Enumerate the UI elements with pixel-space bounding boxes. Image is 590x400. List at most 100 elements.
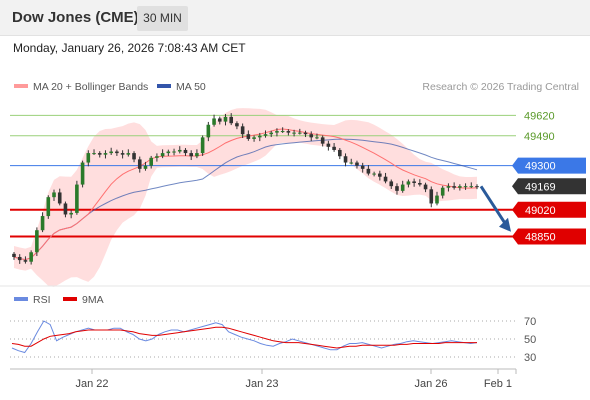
candle-body <box>292 132 296 134</box>
candle-body <box>195 153 199 157</box>
candle-body <box>166 151 171 154</box>
level-tag-49300 <box>512 157 586 174</box>
rsi-legend-swatch <box>14 297 28 301</box>
rsi-tick-50: 50 <box>524 334 536 346</box>
candle-body <box>298 132 302 134</box>
rsi-indicator: 70 50 30 <box>10 316 536 364</box>
x-axis-ticks: Jan 22 Jan 23 Jan 26 Feb 1 <box>75 369 512 390</box>
candle-body <box>177 149 182 152</box>
candle-body <box>80 162 85 185</box>
candle-body <box>63 203 68 215</box>
bollinger-band-fill <box>14 108 477 287</box>
candle-body <box>372 173 376 175</box>
candle-body <box>246 134 251 139</box>
candle-body <box>23 260 28 262</box>
candle-body <box>452 186 456 188</box>
x-tick-label: Jan 22 <box>75 378 108 390</box>
candle-body <box>429 189 434 204</box>
candle-body <box>229 116 234 124</box>
candle-body <box>29 252 33 262</box>
candle-body <box>252 137 256 139</box>
candle-body <box>109 151 113 154</box>
candle-body <box>463 186 468 188</box>
candle-body <box>217 118 222 122</box>
candle-body <box>12 253 16 257</box>
level-label-49620: 49620 <box>524 110 555 122</box>
candle-body <box>75 184 79 213</box>
candle-body <box>97 153 102 155</box>
x-tick-label: Jan 26 <box>414 378 447 390</box>
level-tag-49169 <box>512 178 586 195</box>
candle-body <box>395 186 399 191</box>
candle-body <box>40 216 45 231</box>
copyright-text: Research © 2026 Trading Central <box>422 81 579 93</box>
candle-body <box>189 153 193 157</box>
candle-body <box>355 162 359 166</box>
candle-body <box>92 153 96 155</box>
candle-body <box>257 135 262 138</box>
rsi-line <box>11 320 478 354</box>
candle-body <box>17 256 22 261</box>
candle-body <box>57 192 62 204</box>
candle-body <box>35 230 39 253</box>
timestamp: Monday, January 26, 2026 7:08:43 AM CET <box>13 41 246 55</box>
candle-body <box>423 184 428 190</box>
candle-body <box>446 186 451 188</box>
chart-header: Dow Jones (CME) 30 MIN <box>0 0 590 36</box>
ma9-legend-swatch <box>63 297 77 301</box>
candle-body <box>360 165 365 169</box>
ma20-legend-label: MA 20 + Bollinger Bands <box>33 81 148 93</box>
candle-body <box>303 132 308 135</box>
candle-body <box>326 143 331 147</box>
candle-body <box>400 184 405 191</box>
candle-body <box>155 156 159 158</box>
candle-body <box>115 151 119 154</box>
instrument-title: Dow Jones (CME) <box>12 9 139 26</box>
candle-body <box>206 124 211 138</box>
forecast-arrow-icon <box>479 185 511 232</box>
interval-button[interactable]: 30 MIN <box>137 6 188 31</box>
candle-body <box>46 197 51 217</box>
candle-body <box>315 137 319 139</box>
moving-averages <box>13 128 478 261</box>
level-tag-48850 <box>512 228 586 245</box>
candle-body <box>378 173 382 177</box>
candle-body <box>469 186 474 188</box>
forecast-arrow-shaft <box>479 185 508 226</box>
candle-body <box>338 149 342 157</box>
candle-body <box>69 212 73 215</box>
candle-body <box>223 116 228 122</box>
candle-body <box>440 187 445 196</box>
price-tags: 49620 49490 49300 49169 49020 48850 <box>512 110 586 245</box>
candle-body <box>366 168 371 174</box>
candle-body <box>52 192 56 198</box>
candle-body <box>280 131 285 133</box>
candle-body <box>343 156 348 163</box>
ma50-legend-swatch <box>157 84 171 88</box>
ma50-legend-label: MA 50 <box>176 81 206 93</box>
candle-body <box>418 183 422 185</box>
candle-body <box>383 176 388 182</box>
candle-body <box>183 149 188 154</box>
forecast-arrow-head <box>499 217 511 232</box>
candle-body <box>160 153 165 157</box>
candle-body <box>235 123 239 127</box>
ma9-legend-label: 9MA <box>82 294 104 306</box>
candle-body <box>286 131 291 133</box>
candle-body <box>349 162 354 164</box>
level-tag-49020 <box>512 201 586 218</box>
ma20-legend-swatch <box>14 84 28 88</box>
ma20-line <box>13 128 478 261</box>
candle-body <box>86 153 91 163</box>
rsi-legend-label: RSI <box>33 294 51 306</box>
candlesticks <box>12 113 479 265</box>
ma50-line <box>13 138 478 261</box>
candle-body <box>275 131 279 133</box>
candle-body <box>126 153 131 155</box>
rsi-tick-30: 30 <box>524 352 536 364</box>
candle-body <box>332 146 336 150</box>
level-tag-text-49169: 49169 <box>525 181 556 193</box>
candle-body <box>149 157 153 166</box>
candle-body <box>212 118 216 125</box>
